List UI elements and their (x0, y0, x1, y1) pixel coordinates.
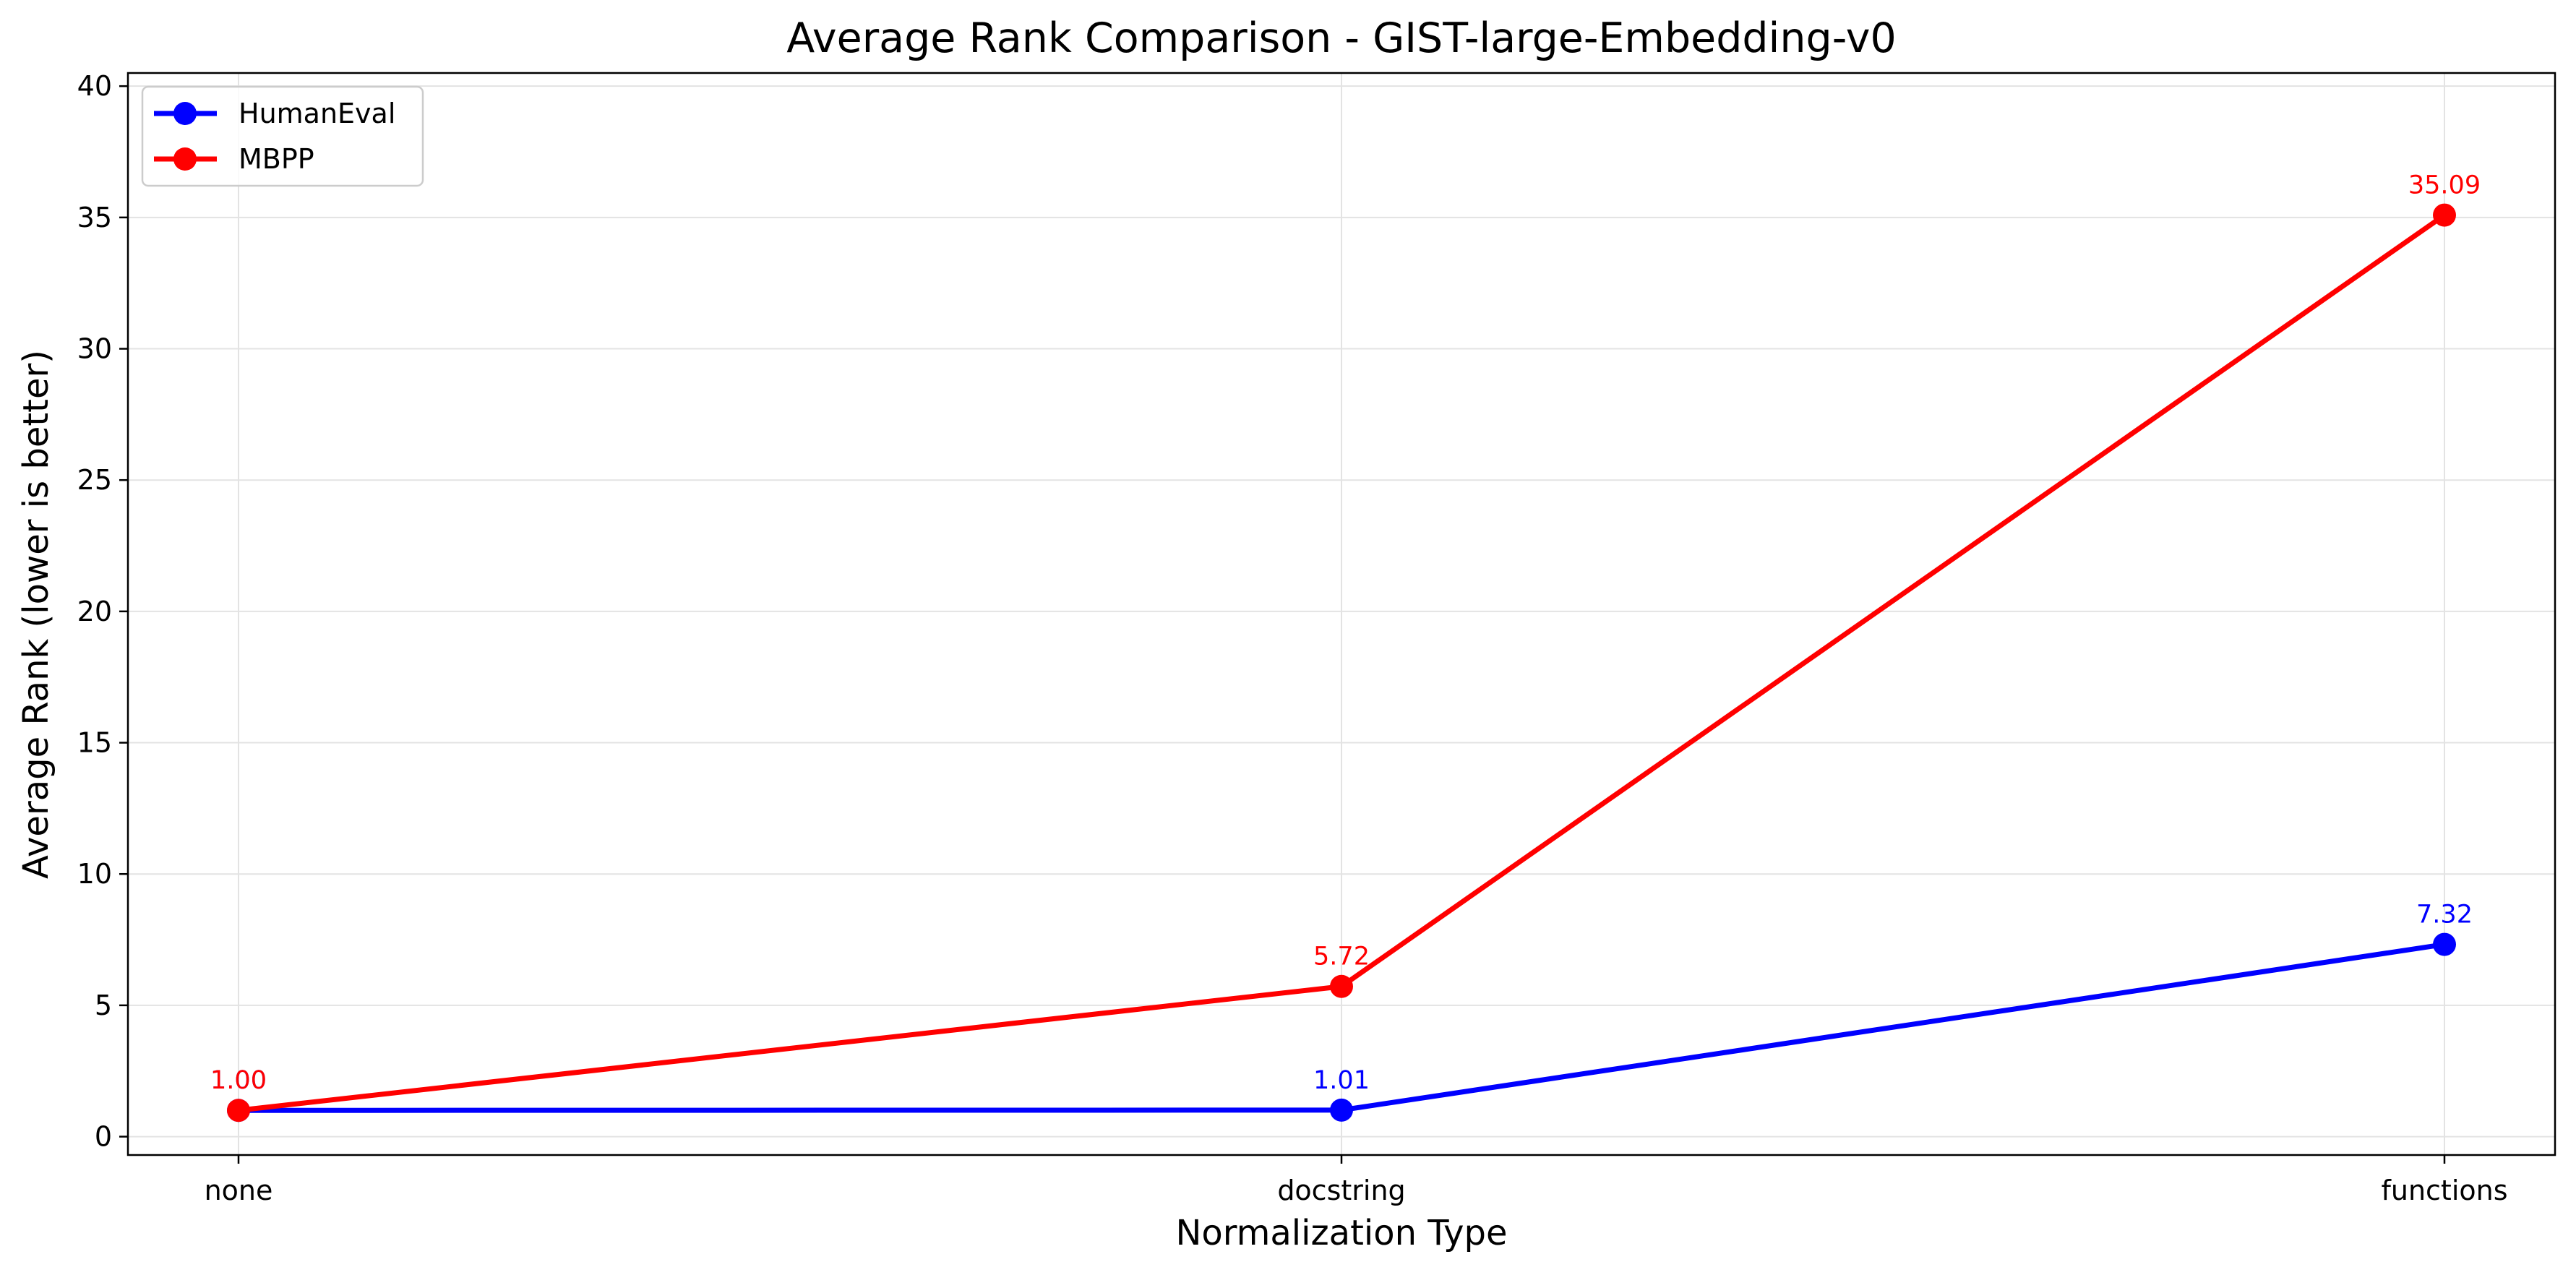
y-tick-label-1: 5 (95, 989, 112, 1021)
data-point-mbpp-docstring (1330, 974, 1353, 998)
data-label-humaneval-none: 1.00 (210, 1066, 267, 1095)
y-tick-label-5: 25 (77, 464, 112, 496)
legend-label-mbpp: MBPP (239, 143, 314, 175)
grid-lines (128, 73, 2555, 1155)
data-label-mbpp-functions: 35.09 (2408, 171, 2481, 200)
data-point-humaneval-docstring (1330, 1098, 1353, 1122)
axis-ticks: 0 5 10 15 20 25 30 35 40 none docstring functions (77, 70, 2508, 1206)
x-tick-label-docstring: docstring (1277, 1175, 1405, 1206)
data-label-mbpp-docstring: 5.72 (1313, 943, 1370, 971)
x-axis-title: Normalization Type (1175, 1213, 1507, 1253)
y-tick-label-3: 15 (77, 727, 112, 759)
y-tick-label-0: 0 (95, 1121, 112, 1153)
x-tick-label-functions: functions (2381, 1175, 2507, 1206)
legend-marker-humaneval (173, 102, 197, 125)
legend-marker-mbpp (173, 147, 197, 171)
y-tick-label-4: 20 (77, 596, 112, 627)
y-tick-label-7: 35 (77, 202, 112, 233)
legend-label-humaneval: HumanEval (239, 98, 395, 129)
series-mbpp: 1.00 5.72 35.09 (210, 171, 2481, 1122)
y-tick-label-6: 30 (77, 333, 112, 365)
data-point-mbpp-functions (2433, 203, 2456, 227)
chart-title: Average Rank Comparison - GIST-large-Emb… (786, 14, 1896, 62)
y-tick-label-2: 10 (77, 858, 112, 890)
data-label-mbpp-none: 1.00 (210, 1066, 267, 1095)
y-tick-label-8: 40 (77, 70, 112, 102)
data-point-humaneval-functions (2433, 932, 2456, 956)
legend: HumanEval MBPP (141, 85, 424, 187)
series-layer: 1.00 1.01 7.321.00 5.72 35.09 (210, 171, 2481, 1122)
x-tick-label-none: none (205, 1175, 273, 1206)
legend-item-humaneval: HumanEval (154, 98, 395, 129)
data-label-humaneval-functions: 7.32 (2416, 901, 2473, 930)
data-label-humaneval-docstring: 1.01 (1313, 1066, 1370, 1095)
data-point-mbpp-none (227, 1099, 250, 1122)
y-axis-title: Average Rank (lower is better) (16, 350, 56, 879)
legend-item-mbpp: MBPP (154, 143, 314, 175)
